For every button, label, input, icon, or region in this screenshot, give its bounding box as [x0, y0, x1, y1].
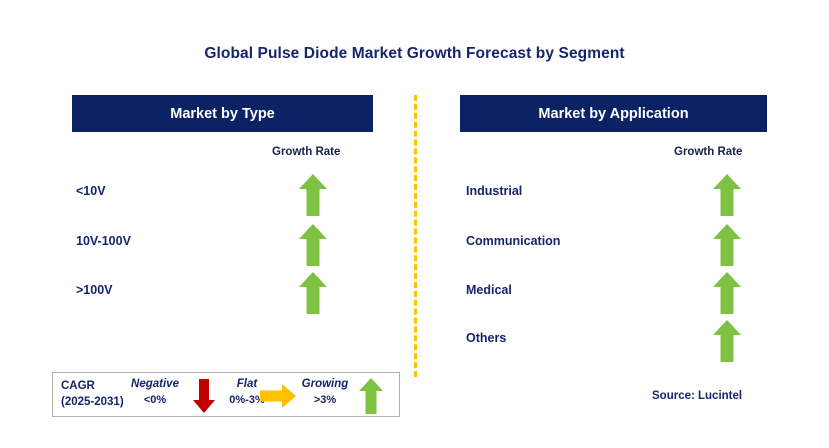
- arrow-down-icon: [193, 379, 215, 413]
- row-label-others: Others: [466, 331, 507, 345]
- panel-divider: [414, 95, 417, 377]
- arrow-up-icon: [713, 174, 741, 216]
- legend-item-value: <0%: [143, 394, 167, 406]
- legend-item-value: >3%: [313, 394, 337, 406]
- legend-item-growing: Growing >3%: [294, 377, 356, 408]
- arrow-up-icon: [713, 224, 741, 266]
- column-header-growth-rate-left: Growth Rate: [272, 146, 341, 158]
- legend-item-negative: Negative <0%: [122, 377, 188, 408]
- arrow-up-icon: [299, 224, 327, 266]
- column-header-growth-rate-right: Growth Rate: [674, 146, 743, 158]
- legend-metric-name: CAGR: [61, 380, 95, 392]
- panel-header-market-by-type: Market by Type: [72, 95, 373, 132]
- arrow-up-icon: [713, 272, 741, 314]
- legend-item-value: 0%-3%: [229, 394, 265, 406]
- source-label: Source: Lucintel: [652, 390, 743, 402]
- row-label-gt100v: >100V: [76, 283, 113, 297]
- panel-market-by-type: Market by Type: [72, 95, 373, 132]
- legend-item-caption: Negative: [131, 378, 179, 390]
- arrow-right-icon: [260, 384, 296, 408]
- row-label-10v-100v: 10V-100V: [76, 234, 131, 248]
- panel-market-by-application: Market by Application: [460, 95, 767, 132]
- row-label-lt10v: <10V: [76, 184, 106, 198]
- legend-box: [52, 372, 400, 417]
- legend-metric-period: (2025-2031): [61, 396, 124, 408]
- arrow-up-icon: [299, 272, 327, 314]
- page-title: Global Pulse Diode Market Growth Forecas…: [204, 45, 625, 62]
- arrow-up-icon: [299, 174, 327, 216]
- legend-metric-label: CAGR (2025-2031): [61, 378, 124, 410]
- row-label-communication: Communication: [466, 234, 561, 248]
- legend-item-caption: Growing: [301, 378, 349, 390]
- panel-header-market-by-application: Market by Application: [460, 95, 767, 132]
- legend-item-caption: Flat: [236, 378, 258, 390]
- legend-item-flat: Flat 0%-3%: [216, 377, 278, 408]
- row-label-industrial: Industrial: [466, 184, 523, 198]
- arrow-up-icon: [713, 320, 741, 362]
- arrow-up-icon: [359, 378, 383, 414]
- row-label-medical: Medical: [466, 283, 512, 297]
